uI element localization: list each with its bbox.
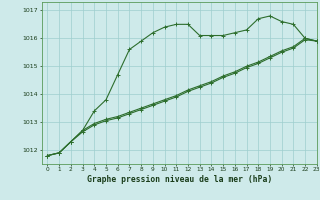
X-axis label: Graphe pression niveau de la mer (hPa): Graphe pression niveau de la mer (hPa) xyxy=(87,175,272,184)
